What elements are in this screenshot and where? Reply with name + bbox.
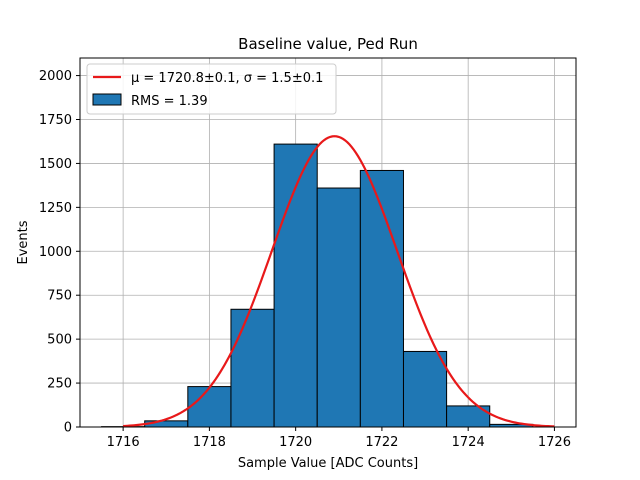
plot-frame (79, 57, 577, 428)
histogram-bar (230, 308, 275, 428)
x-tick-label: 1722 (365, 435, 398, 450)
y-tick-label: 500 (47, 333, 72, 348)
x-axis-label: Sample Value [ADC Counts] (238, 456, 418, 471)
y-axis-label: Events (16, 220, 31, 264)
y-tick-label: 750 (47, 289, 72, 304)
histogram-bar (359, 169, 404, 428)
legend-histogram-label: RMS = 1.39 (131, 94, 208, 109)
y-tick-label: 1500 (39, 157, 72, 172)
x-tick-label: 1726 (538, 435, 571, 450)
grid-lines (80, 58, 576, 428)
y-tick-label: 1750 (39, 113, 72, 128)
legend-box (86, 63, 337, 115)
x-tick-label: 1724 (452, 435, 485, 450)
x-tick-label: 1716 (107, 435, 140, 450)
y-tick-label: 1000 (39, 245, 72, 260)
gaussian-fit-curve (123, 135, 555, 428)
histogram-bars (101, 143, 534, 428)
histogram-bar (402, 350, 448, 428)
x-tick-label: 1718 (193, 435, 226, 450)
chart-title: Baseline value, Ped Run (238, 35, 418, 53)
legend-fit-label: μ = 1720.8±0.1, σ = 1.5±0.1 (131, 71, 323, 86)
y-axis-ticks: 0 250 500 750 1000 1250 1500 1750 2000 (39, 69, 80, 436)
x-tick-label: 1720 (279, 435, 312, 450)
histogram-bar (316, 187, 361, 428)
y-tick-label: 2000 (39, 69, 72, 84)
histogram-bar (187, 386, 232, 428)
legend: μ = 1720.8±0.1, σ = 1.5±0.1 RMS = 1.39 (86, 63, 337, 115)
legend-histogram-swatch (92, 93, 122, 106)
x-axis-ticks: 1716 1718 1720 1722 1724 1726 (107, 427, 571, 450)
y-tick-label: 250 (47, 377, 72, 392)
y-tick-label: 1250 (39, 201, 72, 216)
y-tick-label: 0 (64, 421, 72, 436)
